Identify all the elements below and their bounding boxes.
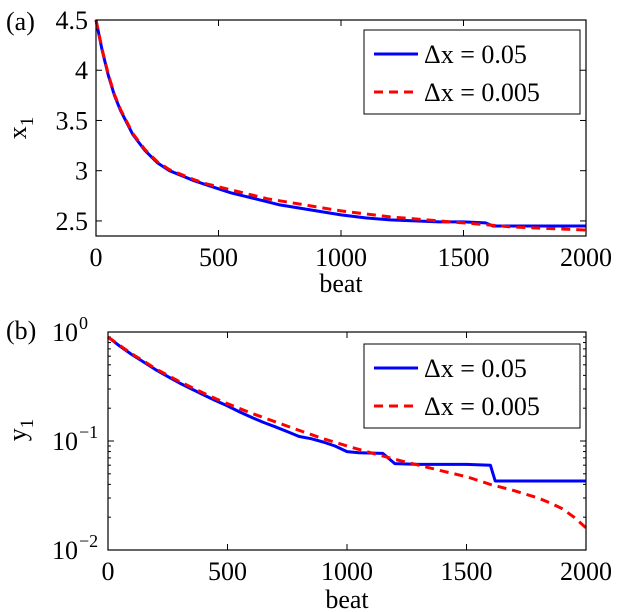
panel-b-series-line-1 — [107, 335, 587, 529]
panel-a-legend-label-0: Δx = 0.05 — [424, 40, 527, 69]
panel-a-ytick-label-3: 4 — [75, 56, 88, 85]
panel-a-series-line-1 — [94, 19, 587, 232]
panel-b-ytick-exp-2: −2 — [79, 531, 98, 551]
panel-b-series — [107, 335, 587, 529]
panel-b-xtick-label-0: 0 — [102, 557, 115, 586]
panel-b-ylabel: y1 — [3, 419, 38, 442]
panel-b-xtick-label-3: 1500 — [441, 557, 493, 586]
panel-b-xtick-label-4: 2000 — [560, 557, 612, 586]
panel-a-ytick-label-1: 3 — [75, 157, 88, 186]
panel-a-ylabel-sub: 1 — [17, 117, 38, 127]
panel-a-xtick-label-3: 1500 — [438, 243, 490, 272]
panel-a-legend-label-1: Δx = 0.005 — [424, 78, 540, 107]
panel-b-xlabel: beat — [325, 585, 369, 612]
panel-b-xtick-label-1: 500 — [208, 557, 247, 586]
panel-a-xtick-label-0: 0 — [90, 243, 103, 272]
panel-a-ytick-label-2: 3.5 — [56, 106, 89, 135]
panel-b-xtick-label-2: 1000 — [321, 557, 373, 586]
panel-a-legend-box — [363, 29, 581, 115]
panel-a-xtick-label-1: 500 — [199, 243, 238, 272]
panel-a-xlabel: beat — [319, 269, 363, 298]
panel-b-ytick-label-0: 10 — [52, 318, 78, 347]
panel-b-ylabel-main: y — [3, 428, 32, 441]
panel-b-ytick-label-1: 10 — [52, 427, 78, 456]
panel-b-label: (b) — [6, 316, 36, 345]
panel-b-legend-box — [363, 343, 581, 429]
panel-b-ytick-exp-0: 0 — [79, 313, 88, 333]
panel-a: (a) x1 beat 0 500 1000 1500 20002.533.544.5 … — [3, 6, 612, 298]
panel-a-ylabel-main: x — [3, 126, 32, 139]
panel-a-legend: Δx = 0.05 Δx = 0.005 — [363, 29, 581, 115]
panel-a-ytick-label-4: 4.5 — [56, 6, 89, 35]
panel-b-frame — [107, 331, 587, 551]
panel-a-label: (a) — [6, 7, 35, 36]
svg-text:y1: y1 — [3, 419, 38, 442]
panel-b-ytick-exp-1: −1 — [79, 422, 98, 442]
panel-b-legend: Δx = 0.05 Δx = 0.005 — [363, 343, 581, 429]
panel-b-ytick-label-2: 10 — [52, 536, 78, 565]
panel-a-ytick-label-0: 2.5 — [56, 207, 89, 236]
panel-a-ylabel: x1 — [3, 117, 38, 140]
panel-b-ylabel-sub: 1 — [17, 419, 38, 429]
panel-a-ticks: 0 500 1000 1500 2000 2.5 3 3.5 4 4.5 — [56, 6, 613, 272]
panel-b-legend-label-0: Δx = 0.05 — [424, 354, 527, 383]
svg-text:x1: x1 — [3, 117, 38, 140]
panel-a-xtick-label-4: 2000 — [560, 243, 612, 272]
panel-b-legend-label-1: Δx = 0.005 — [424, 392, 540, 421]
panel-a-xtick-label-2: 1000 — [315, 243, 367, 272]
panel-a-frame — [95, 19, 587, 237]
panel-a-series — [94, 19, 587, 232]
